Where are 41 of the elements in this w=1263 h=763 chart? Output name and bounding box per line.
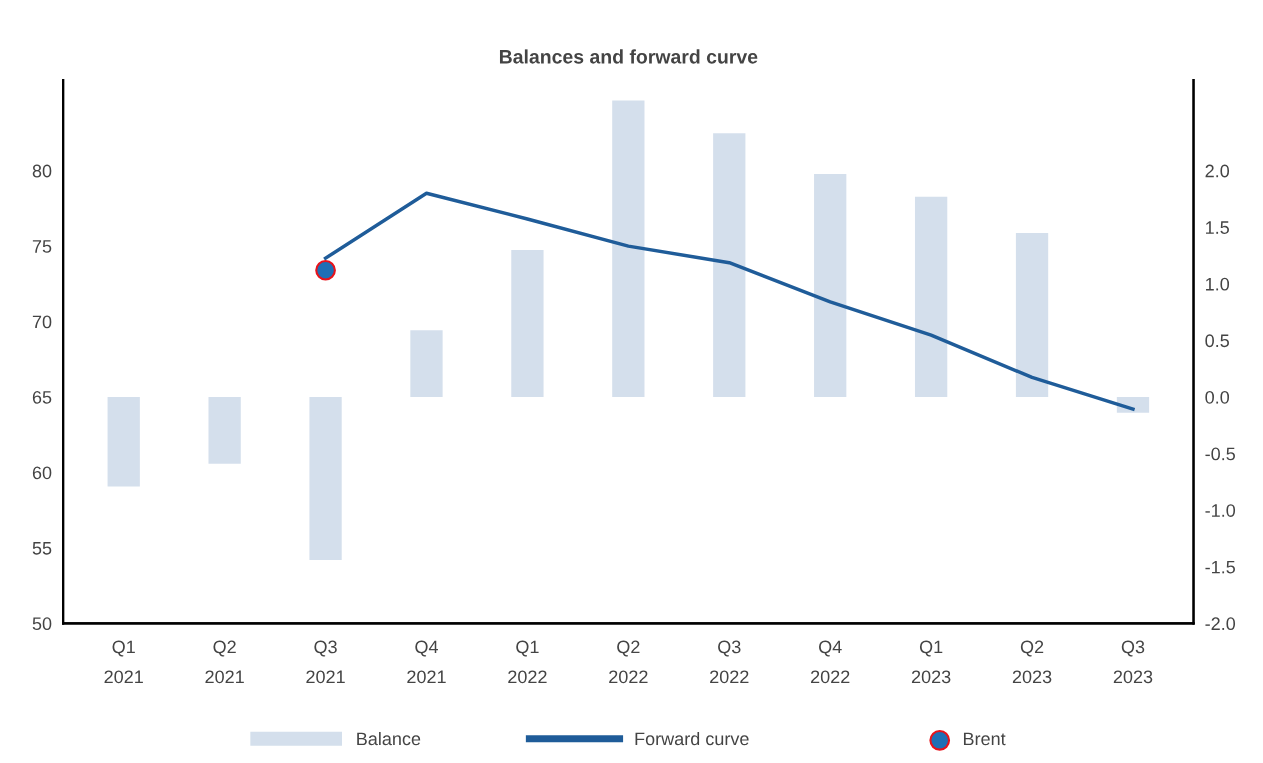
- y-tick-label: 70: [32, 315, 52, 329]
- chart-title: Balances and forward curve: [499, 49, 758, 64]
- y2-tick-label: 0.5: [1205, 334, 1229, 348]
- x-tick-label: Q2 2022: [609, 640, 648, 684]
- x-tick-label: Q4 2021: [407, 640, 446, 684]
- x-tick-label: Q3 2022: [710, 640, 749, 684]
- bar: [713, 133, 746, 398]
- y2-tick-label: 0.0: [1205, 390, 1230, 404]
- bar: [1015, 232, 1049, 398]
- legend-label: Forward curve: [635, 731, 749, 746]
- x-tick-label: Q3 2023: [1113, 640, 1153, 684]
- y2-tick-label: -0.5: [1205, 447, 1235, 461]
- y2-tick-label: 2.0: [1205, 164, 1230, 178]
- x-tick-label: Q3 2021: [306, 640, 345, 684]
- y-tick-label: 60: [32, 466, 52, 480]
- x-tick-label: Q2 2021: [205, 640, 244, 684]
- y2-tick-label: -1.5: [1205, 560, 1235, 574]
- bar: [309, 397, 342, 560]
- y2-tick-label: -2.0: [1205, 617, 1236, 631]
- x-tick-label: Q2 2023: [1012, 640, 1052, 684]
- bar: [914, 196, 948, 398]
- bar: [107, 397, 140, 487]
- y-tick-label: 75: [32, 240, 52, 253]
- bar: [208, 397, 241, 464]
- bar: [511, 249, 544, 398]
- y2-tick-label: 1.0: [1206, 277, 1230, 291]
- x-tick-label: Q1 2021: [104, 640, 143, 684]
- bar: [612, 100, 645, 398]
- legend-label: Balance: [357, 731, 421, 746]
- y-tick-label: 65: [32, 390, 52, 404]
- x-tick-label: Q1 2023: [911, 640, 951, 684]
- bar: [410, 330, 443, 398]
- bar: [814, 174, 847, 398]
- y-tick-label: 80: [32, 164, 52, 178]
- y-tick-label: 55: [32, 542, 52, 555]
- y2-tick-label: -1.0: [1205, 504, 1236, 517]
- x-tick-label: Q1 2022: [508, 640, 547, 684]
- y2-tick-label: 1.5: [1206, 221, 1229, 234]
- y-tick-label: 50: [32, 617, 52, 631]
- x-tick-label: Q4 2022: [811, 640, 850, 684]
- legend-label: Brent: [963, 732, 1006, 746]
